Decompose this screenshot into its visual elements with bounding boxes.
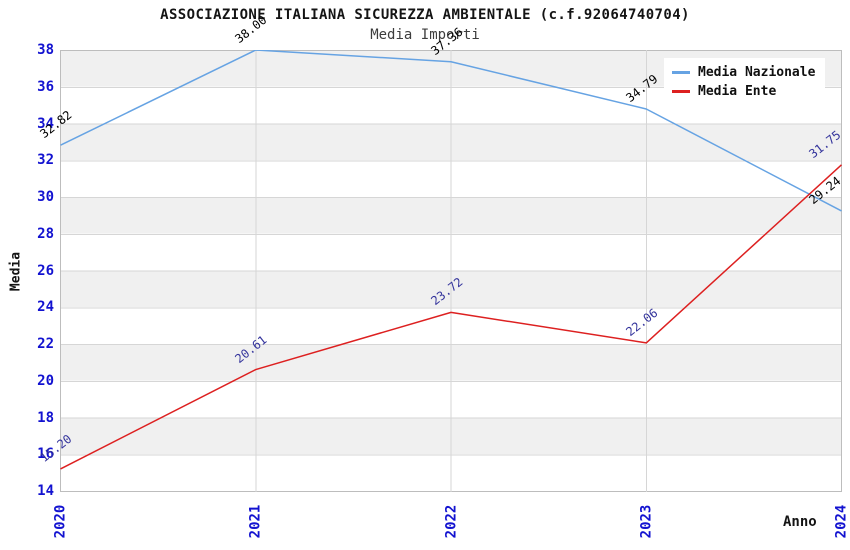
y-axis-title: Media: [8, 251, 24, 292]
chart-title: ASSOCIAZIONE ITALIANA SICUREZZA AMBIENTA…: [160, 7, 690, 23]
y-tick-label: 34: [37, 115, 54, 132]
x-tick-label: 2022: [443, 504, 459, 539]
legend: Media Nazionale Media Ente: [664, 58, 826, 106]
x-tick-label: 2021: [247, 504, 264, 539]
legend-label-media-nazionale: Media Nazionale: [698, 65, 816, 80]
legend-swatch-nazionale-icon: [672, 71, 690, 74]
y-tick-label: 38: [37, 42, 54, 58]
y-tick-label: 14: [37, 483, 54, 499]
legend-item-media-ente: Media Ente: [672, 84, 815, 99]
x-tick-label: 2020: [52, 504, 69, 539]
legend-item-media-nazionale: Media Nazionale: [672, 65, 815, 80]
x-axis-title: Anno: [783, 514, 817, 530]
x-tick-label: 2024: [833, 504, 850, 539]
y-tick-label: 28: [37, 225, 54, 242]
y-tick-label: 36: [37, 78, 54, 95]
series-line-ente: [60, 164, 842, 470]
y-tick-label: 18: [37, 409, 54, 426]
legend-label-media-ente: Media Ente: [698, 84, 777, 99]
chart-subtitle: Media Importi: [370, 27, 480, 43]
y-tick-label: 26: [37, 262, 54, 279]
y-tick-label: 16: [37, 446, 54, 463]
y-tick-label: 30: [37, 189, 54, 205]
x-tick-label: 2023: [638, 504, 655, 539]
y-tick-label: 22: [37, 336, 54, 352]
y-tick-label: 24: [37, 299, 54, 316]
plot-area: [60, 50, 842, 492]
y-tick-label: 32: [37, 152, 54, 169]
y-tick-label: 20: [37, 372, 54, 389]
series-line-nazionale: [60, 50, 842, 212]
legend-swatch-ente-icon: [672, 90, 690, 93]
